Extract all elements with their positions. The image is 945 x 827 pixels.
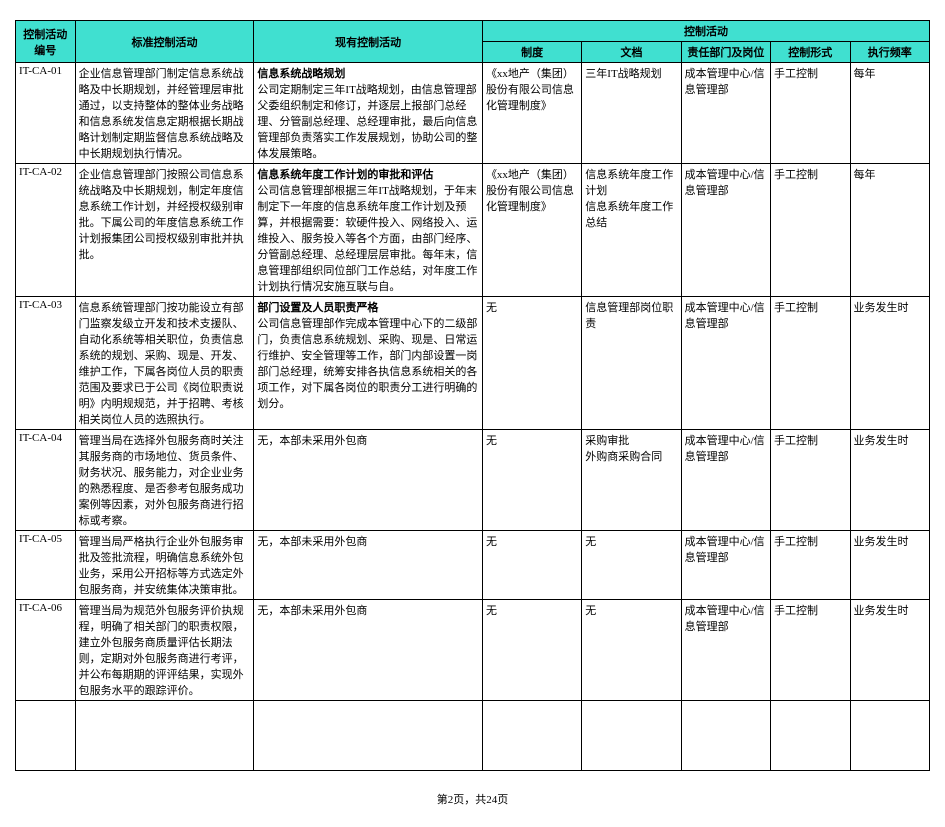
cell-std: 企业信息管理部门制定信息系统战略及中长期规划，并经管理层审批通过，以支持整体的整… [75, 63, 254, 164]
cur-body: 公司信息管理部作完成本管理中心下的二级部门，负责信息系统规划、采购、现是、日常运… [257, 318, 477, 410]
cell-doc: 无 [582, 531, 681, 600]
cell-std: 管理当局在选择外包服务商时关注其服务商的市场地位、货员条件、财务状况、服务能力，… [75, 430, 254, 531]
cell-doc: 无 [582, 600, 681, 701]
cell-dept: 成本管理中心/信息管理部 [681, 164, 770, 297]
cur-body: 公司信息管理部根据三年IT战略规划，于年末制定下一年度的信息系统年度工作计划及预… [257, 185, 477, 293]
cell-dept: 成本管理中心/信息管理部 [681, 600, 770, 701]
header-cur: 现有控制活动 [254, 21, 483, 63]
cell-cur: 部门设置及人员职责严格 公司信息管理部作完成本管理中心下的二级部门，负责信息系统… [254, 297, 483, 430]
control-activities-table: 控制活动编号 标准控制活动 现有控制活动 控制活动 制度 文档 责任部门及岗位 … [15, 20, 930, 771]
table-body: IT-CA-01 企业信息管理部门制定信息系统战略及中长期规划，并经管理层审批通… [16, 63, 930, 771]
cell-sys: 无 [482, 531, 581, 600]
table-row: IT-CA-03 信息系统管理部门按功能设立有部门监察发级立开发和技术支援队、自… [16, 297, 930, 430]
table-row: IT-CA-05 管理当局严格执行企业外包服务审批及签批流程，明确信息系统外包业… [16, 531, 930, 600]
cur-title: 信息系统战略规划 [257, 68, 345, 80]
header-std: 标准控制活动 [75, 21, 254, 63]
cell-dept: 成本管理中心/信息管理部 [681, 430, 770, 531]
cur-body: 无，本部未采用外包商 [257, 435, 367, 447]
header-dept: 责任部门及岗位 [681, 42, 770, 63]
table-row: IT-CA-06 管理当局为规范外包服务评价执规程，明确了相关部门的职责权限，建… [16, 600, 930, 701]
cell-id: IT-CA-03 [16, 297, 76, 430]
cell-doc: 采购审批外购商采购合同 [582, 430, 681, 531]
cell-freq: 每年 [850, 164, 930, 297]
cell-id: IT-CA-06 [16, 600, 76, 701]
cell-sys: 无 [482, 297, 581, 430]
cell-cur: 无，本部未采用外包商 [254, 600, 483, 701]
cell-id: IT-CA-04 [16, 430, 76, 531]
header-doc: 文档 [582, 42, 681, 63]
cell-sys: 《xx地产（集团）股份有限公司信息化管理制度》 [482, 164, 581, 297]
cell-sys: 《xx地产（集团）股份有限公司信息化管理制度》 [482, 63, 581, 164]
cell-form: 手工控制 [771, 63, 850, 164]
cell-std: 管理当局为规范外包服务评价执规程，明确了相关部门的职责权限，建立外包服务商质量评… [75, 600, 254, 701]
cell-id: IT-CA-02 [16, 164, 76, 297]
cell-dept: 成本管理中心/信息管理部 [681, 297, 770, 430]
cell-doc: 信息系统年度工作计划信息系统年度工作总结 [582, 164, 681, 297]
cell-doc: 信息管理部岗位职责 [582, 297, 681, 430]
header-freq: 执行频率 [850, 42, 930, 63]
cell-std: 信息系统管理部门按功能设立有部门监察发级立开发和技术支援队、自动化系统等相关职位… [75, 297, 254, 430]
cell-dept: 成本管理中心/信息管理部 [681, 63, 770, 164]
header-id: 控制活动编号 [16, 21, 76, 63]
cell-form: 手工控制 [771, 430, 850, 531]
cur-body: 无，本部未采用外包商 [257, 605, 367, 617]
table-row-empty [16, 701, 930, 771]
table-row: IT-CA-04 管理当局在选择外包服务商时关注其服务商的市场地位、货员条件、财… [16, 430, 930, 531]
cell-std: 企业信息管理部门按照公司信息系统战略及中长期规划，制定年度信息系统工作计划，并经… [75, 164, 254, 297]
cell-freq: 业务发生时 [850, 531, 930, 600]
header-sys: 制度 [482, 42, 581, 63]
cell-freq: 业务发生时 [850, 600, 930, 701]
cell-doc: 三年IT战略规划 [582, 63, 681, 164]
table-row: IT-CA-01 企业信息管理部门制定信息系统战略及中长期规划，并经管理层审批通… [16, 63, 930, 164]
cell-sys: 无 [482, 430, 581, 531]
cur-body: 无，本部未采用外包商 [257, 536, 367, 548]
cell-form: 手工控制 [771, 600, 850, 701]
cell-freq: 每年 [850, 63, 930, 164]
table-header: 控制活动编号 标准控制活动 现有控制活动 控制活动 制度 文档 责任部门及岗位 … [16, 21, 930, 63]
header-group: 控制活动 [482, 21, 929, 42]
cur-title: 信息系统年度工作计划的审批和评估 [257, 169, 433, 181]
cell-dept: 成本管理中心/信息管理部 [681, 531, 770, 600]
table-row: IT-CA-02 企业信息管理部门按照公司信息系统战略及中长期规划，制定年度信息… [16, 164, 930, 297]
cur-title: 部门设置及人员职责严格 [257, 302, 378, 314]
cell-cur: 无，本部未采用外包商 [254, 430, 483, 531]
cell-form: 手工控制 [771, 164, 850, 297]
page-footer: 第2页，共24页 [15, 791, 930, 807]
cell-freq: 业务发生时 [850, 430, 930, 531]
cell-id: IT-CA-05 [16, 531, 76, 600]
cell-form: 手工控制 [771, 297, 850, 430]
cell-form: 手工控制 [771, 531, 850, 600]
cell-freq: 业务发生时 [850, 297, 930, 430]
cur-body: 公司定期制定三年IT战略规划，由信息管理部父委组织制定和修订，并逐层上报部门总经… [257, 84, 477, 160]
cell-std: 管理当局严格执行企业外包服务审批及签批流程，明确信息系统外包业务，采用公开招标等… [75, 531, 254, 600]
cell-cur: 信息系统年度工作计划的审批和评估 公司信息管理部根据三年IT战略规划，于年末制定… [254, 164, 483, 297]
header-form: 控制形式 [771, 42, 850, 63]
cell-cur: 无，本部未采用外包商 [254, 531, 483, 600]
cell-cur: 信息系统战略规划 公司定期制定三年IT战略规划，由信息管理部父委组织制定和修订，… [254, 63, 483, 164]
cell-sys: 无 [482, 600, 581, 701]
cell-id: IT-CA-01 [16, 63, 76, 164]
